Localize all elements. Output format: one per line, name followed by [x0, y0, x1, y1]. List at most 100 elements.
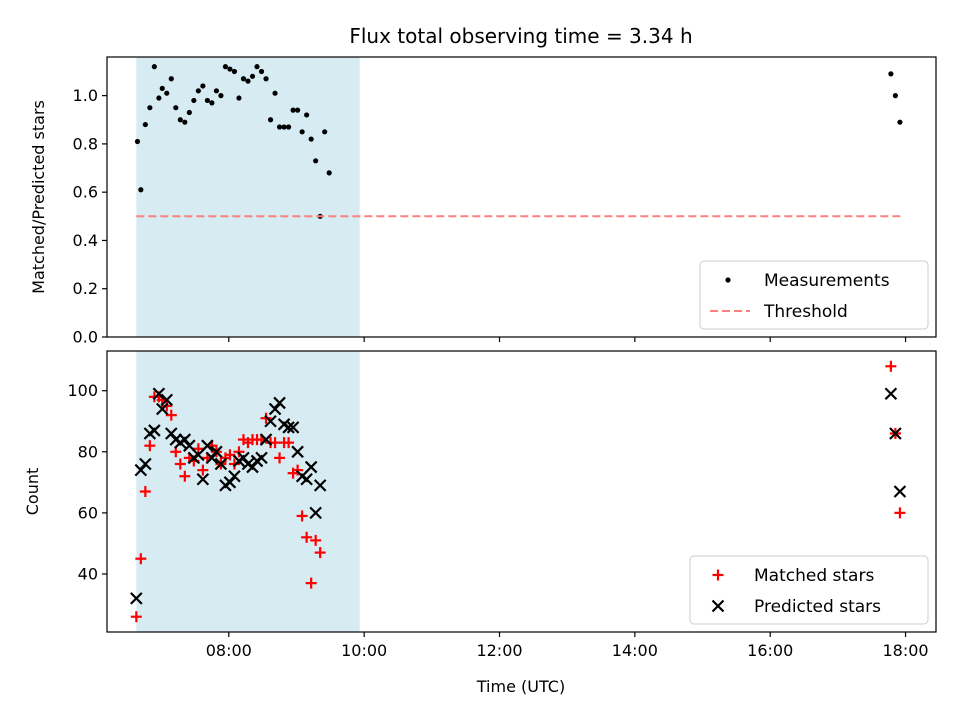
matched-point — [197, 464, 209, 476]
data-point — [308, 136, 314, 142]
predicted-point — [259, 433, 273, 446]
x-tick-label: 08:00 — [206, 641, 252, 660]
data-point — [138, 187, 144, 193]
data-point — [272, 90, 278, 96]
y-tick-label: 60 — [78, 503, 98, 522]
data-point — [151, 64, 157, 70]
data-point — [258, 68, 265, 75]
data-point — [173, 105, 179, 111]
y-tick-label: 0.0 — [73, 328, 98, 347]
matched-point — [894, 507, 906, 519]
matched-point — [135, 553, 147, 565]
matched-point — [296, 510, 308, 522]
data-point — [897, 119, 903, 125]
predicted-point — [255, 451, 268, 465]
y-tick-label: 0.4 — [73, 231, 98, 250]
x-tick-label: 10:00 — [341, 641, 387, 660]
x-tick-label: 14:00 — [612, 641, 658, 660]
legend-label: Matched stars — [754, 566, 874, 586]
bottom-marks — [130, 360, 907, 623]
data-point — [888, 71, 894, 77]
data-point — [204, 97, 210, 104]
predicted-point — [160, 393, 174, 407]
predicted-point — [178, 433, 192, 446]
matched-point — [174, 458, 186, 470]
predicted-point — [228, 469, 241, 483]
matched-point — [224, 449, 236, 461]
matched-point — [139, 486, 151, 497]
predicted-point — [884, 387, 898, 401]
data-point — [186, 109, 192, 116]
data-point — [254, 64, 260, 70]
matched-point — [283, 437, 295, 449]
bottom-y-ticks: 40 60 80 100 — [67, 381, 107, 583]
bottom-legend: Matched stars Predicted stars — [689, 555, 929, 625]
predicted-point — [214, 457, 228, 471]
predicted-point — [309, 506, 322, 520]
predicted-point — [273, 396, 286, 410]
predicted-point — [291, 445, 304, 459]
top-y-axis-label: Matched/Predicted stars — [29, 100, 48, 294]
top-marks — [134, 64, 903, 219]
data-point — [313, 158, 319, 164]
predicted-point — [152, 387, 166, 401]
top-shaded-span — [136, 57, 360, 337]
matched-point — [144, 440, 156, 452]
predicted-point — [201, 439, 214, 452]
bottom-panel: 40 60 80 100 08:00 10:00 12:00 14:00 16:00 18:00… — [23, 350, 937, 696]
legend-box — [689, 555, 929, 625]
y-tick-label: 40 — [78, 564, 98, 583]
legend-label: Threshold — [763, 302, 848, 322]
data-point — [263, 76, 269, 82]
bottom-y-axis-label: Count — [23, 468, 42, 516]
data-point — [168, 76, 174, 82]
data-point — [209, 100, 215, 106]
predicted-point — [205, 451, 219, 465]
top-x-ticks — [228, 337, 907, 342]
top-legend: Measurements Threshold — [699, 260, 929, 330]
data-point — [134, 138, 141, 145]
y-tick-label: 0.6 — [73, 183, 98, 202]
data-point — [249, 73, 256, 79]
data-point — [326, 170, 332, 176]
chart-title: Flux total observing time = 3.34 h — [349, 24, 692, 48]
data-point — [218, 93, 224, 99]
predicted-point — [282, 421, 295, 434]
data-point — [295, 107, 301, 113]
data-point — [892, 93, 898, 99]
predicted-point — [889, 427, 902, 440]
data-point — [191, 97, 197, 104]
data-point — [276, 124, 283, 130]
data-point — [200, 83, 206, 89]
data-point — [245, 78, 251, 84]
data-point — [299, 129, 305, 135]
predicted-point — [223, 476, 237, 489]
matched-point — [712, 569, 724, 581]
y-tick-label: 80 — [78, 442, 98, 461]
predicted-point — [264, 414, 277, 428]
data-point — [725, 277, 731, 283]
predicted-point — [313, 479, 327, 492]
predicted-point — [304, 460, 318, 474]
top-y-ticks: 0.0 0.2 0.4 0.6 0.8 1.0 — [73, 86, 107, 347]
bottom-x-ticks: 08:00 10:00 12:00 14:00 16:00 18:00 — [206, 632, 929, 660]
x-tick-label: 12:00 — [476, 641, 522, 660]
matched-point — [165, 409, 177, 421]
data-point — [322, 129, 328, 135]
data-point — [227, 66, 233, 72]
matched-point — [274, 452, 286, 464]
matched-point — [301, 531, 313, 543]
data-point — [159, 85, 165, 91]
data-point — [164, 90, 170, 96]
predicted-point — [711, 599, 725, 613]
y-tick-label: 100 — [67, 381, 98, 400]
y-tick-label: 0.2 — [73, 279, 98, 298]
predicted-point — [268, 402, 282, 416]
data-point — [156, 95, 162, 101]
predicted-point — [893, 485, 907, 498]
y-tick-label: 1.0 — [73, 86, 98, 105]
predicted-point — [286, 421, 300, 434]
matched-point — [885, 360, 897, 372]
bottom-shaded-span — [136, 351, 360, 632]
